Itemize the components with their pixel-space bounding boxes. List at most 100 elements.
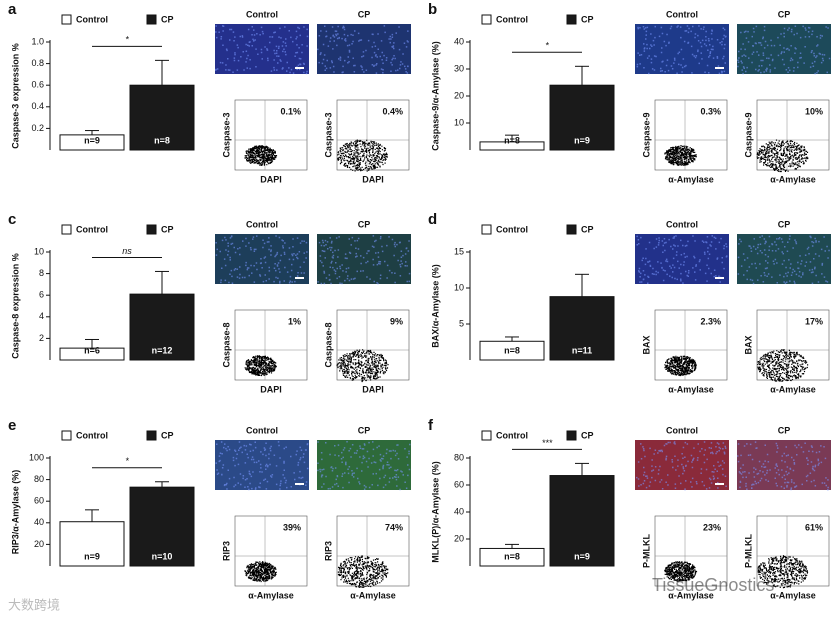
bar	[129, 84, 195, 151]
legend-swatch	[146, 430, 157, 441]
scatter-percent: 0.4%	[382, 106, 403, 116]
scatter-x-label: α-Amylase	[770, 590, 816, 600]
y-tick-label: 0.2	[31, 123, 44, 133]
legend-label: CP	[581, 430, 594, 440]
scatter-frame	[336, 309, 410, 381]
legend-swatch	[566, 14, 577, 25]
y-tick-label: 40	[34, 517, 44, 527]
scatter-x-label: α-Amylase	[770, 384, 816, 394]
panel: a Control CP 0.2 0.4 0.6 0.8 1.0 Caspase-3 expre…	[8, 1, 411, 184]
bar	[479, 340, 545, 361]
panel: d Control CP 5 10 15 BAX/α-Amylase (%) n=8 n=11 C…	[428, 211, 831, 394]
bar	[479, 547, 545, 567]
scatter-y-label: Caspase-3	[221, 112, 231, 157]
bar-label: n=8	[154, 135, 170, 145]
y-tick-label: 80	[454, 452, 464, 462]
y-tick-label: 1.0	[31, 36, 44, 46]
bar-label: n=12	[152, 345, 173, 355]
legend-label: CP	[581, 14, 594, 24]
scale-bar	[295, 277, 304, 279]
y-tick-label: 10	[34, 246, 44, 256]
legend-label: Control	[496, 430, 528, 440]
micrograph	[215, 440, 309, 490]
y-axis-label: Caspase-3 expression %	[10, 43, 20, 149]
scatter-y-label: BAX	[743, 335, 753, 354]
scatter-x-label: α-Amylase	[668, 384, 714, 394]
y-tick-label: 80	[34, 474, 44, 484]
panel: c Control CP 2 4 6 8 10 Caspase-8 expression % n=…	[8, 211, 411, 394]
legend-swatch	[146, 14, 157, 25]
image-title: CP	[358, 219, 371, 229]
panel-letter: a	[8, 1, 17, 18]
image-title: Control	[246, 9, 278, 19]
panel: b Control CP 10 20 30 40 Caspase-9/α-Amylase (%…	[428, 1, 831, 184]
legend-label: CP	[161, 14, 174, 24]
scatter-frame	[234, 99, 308, 171]
bar-label: n=8	[504, 345, 520, 355]
scatter-percent: 17%	[805, 316, 823, 326]
scatter-frame	[336, 99, 410, 171]
micrograph	[317, 24, 411, 74]
bar	[59, 521, 125, 567]
y-tick-label: 10	[454, 117, 464, 127]
scatter-frame	[756, 515, 830, 587]
image-title: Control	[246, 425, 278, 435]
scatter-y-label: Caspase-9	[641, 112, 651, 157]
scatter-dots	[664, 561, 698, 582]
micrograph-texture	[737, 441, 829, 491]
micrograph	[635, 234, 729, 284]
scale-bar	[295, 67, 304, 69]
micrograph-texture	[737, 235, 830, 285]
bar	[129, 293, 195, 361]
bar-label: n=8	[504, 551, 520, 561]
micrograph-texture	[317, 25, 409, 74]
legend-label: Control	[76, 430, 108, 440]
scatter-x-label: DAPI	[362, 174, 384, 184]
image-title: CP	[358, 9, 371, 19]
bar	[549, 475, 615, 567]
panel-letter: e	[8, 417, 16, 434]
panel-letter: c	[8, 211, 16, 228]
scatter-x-label: α-Amylase	[248, 590, 294, 600]
bar-label: n=11	[572, 345, 592, 355]
micrograph-texture	[215, 25, 309, 75]
scatter-y-label: RIP3	[221, 541, 231, 561]
micrograph-texture	[215, 235, 308, 284]
bar-label: n=9	[84, 551, 100, 561]
micrograph	[215, 234, 309, 284]
legend-swatch	[566, 224, 577, 235]
legend-swatch	[481, 224, 492, 235]
y-tick-label: 100	[29, 452, 44, 462]
scatter-y-label: P-MLKL	[743, 534, 753, 568]
y-tick-label: 2	[39, 333, 44, 343]
scatter-x-label: α-Amylase	[770, 174, 816, 184]
scatter-frame	[654, 309, 728, 381]
scatter-dots	[337, 139, 388, 172]
image-title: Control	[666, 425, 698, 435]
legend-swatch	[61, 224, 72, 235]
legend-label: Control	[76, 14, 108, 24]
y-tick-label: 6	[39, 290, 44, 300]
bar	[479, 141, 545, 151]
legend-swatch	[566, 430, 577, 441]
y-tick-label: 60	[454, 479, 464, 489]
watermark: 大数跨境	[8, 597, 60, 612]
legend-swatch	[61, 430, 72, 441]
y-tick-label: 10	[454, 282, 464, 292]
scatter-frame	[756, 99, 830, 171]
panel: e Control CP 20 40 60 80 100 RIP3/α-Amylase (%) n…	[8, 417, 411, 600]
scatter-percent: 1%	[288, 316, 301, 326]
panel: f Control CP 20 40 60 80 MLKL(P)/α-Amylase (%) n…	[428, 417, 831, 600]
panel-letter: d	[428, 211, 437, 228]
legend-label: Control	[76, 224, 108, 234]
legend-swatch	[61, 14, 72, 25]
scatter-dots	[244, 561, 277, 583]
scatter-y-label: Caspase-8	[221, 322, 231, 367]
bar-label: n=10	[152, 551, 173, 561]
significance: *	[125, 456, 129, 466]
scatter-percent: 74%	[385, 522, 403, 532]
scatter-y-label: RIP3	[323, 541, 333, 561]
y-axis-label: Caspase-9/α-Amylase (%)	[430, 41, 440, 151]
scatter-frame	[234, 515, 308, 587]
scale-bar	[715, 483, 724, 485]
